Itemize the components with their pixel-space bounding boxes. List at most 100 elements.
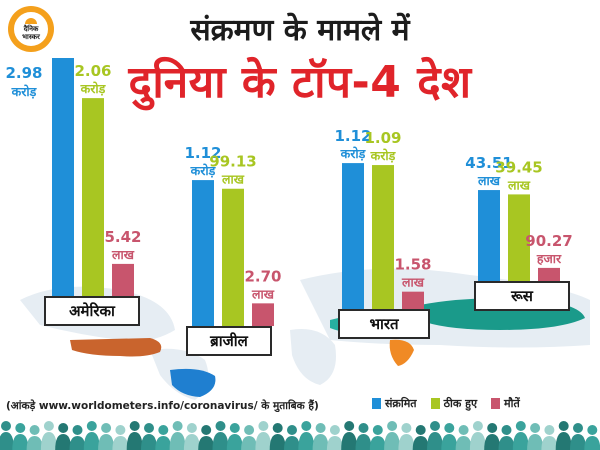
legend-swatch-infected [372,398,381,409]
crowd-person-body [512,432,529,450]
crowd-person-head [43,421,54,431]
crowd-person-body [126,432,143,450]
unit-label-russia-infected: लाख [477,173,501,188]
unit-label-russia-deaths: हजार [536,251,562,266]
crowd-person-head [458,425,469,435]
crowd-person-head [172,421,183,431]
crowd-person-head [587,425,598,435]
crowd-person-head [272,423,283,433]
crowd-person-head [1,421,11,431]
crowd-person-head [401,423,412,433]
crowd-person-head [329,425,340,435]
value-label-brazil-deaths: 2.70 [244,267,281,285]
crowd-person-body [141,434,157,450]
usa-shape [70,338,162,357]
crowd-person-head [301,421,312,431]
value-label-russia-infected: 43.51 [465,154,512,172]
landmass-africa [290,329,336,385]
india-shape [389,339,414,366]
crowd-person-body [326,436,343,450]
value-label-india-recovered: 1.09 [364,129,401,147]
crowd-person-body [541,436,558,450]
crowd-person-body [412,436,429,450]
crowd-person-head [101,423,112,433]
crowd-person-head [72,425,83,435]
legend-swatch-recovered [430,398,440,409]
crowd-person-body [12,434,29,450]
crowd-person-body [498,436,515,450]
crowd-person-head [115,425,126,435]
crowd-person-head [515,421,526,431]
crowd-person-body [255,432,272,450]
source-note: (आंकड़े www.worldometers.info/coronaviru… [6,400,319,412]
crowd-person-body [183,434,200,450]
value-label-india-infected: 1.12 [334,127,371,145]
crowd-person-head [244,425,255,435]
crowd-person-head [487,423,498,433]
crowd-person-body [55,434,72,450]
unit-label-brazil-infected: करोड़ [190,163,217,178]
legend-item-recovered: ठीक हुए [430,396,477,411]
crowd-person-head [344,421,355,431]
crowd-person-body [198,436,215,450]
bar-india-recovered [372,165,394,309]
crowd-person-head [258,421,269,431]
value-label-brazil-infected: 1.12 [184,144,221,162]
crowd-person-head [315,423,326,433]
value-label-brazil-recovered: 99.13 [209,153,256,171]
unit-label-brazil-recovered: लाख [221,172,245,187]
unit-label-india-infected: करोड़ [340,146,367,161]
bar-india-infected [342,163,364,309]
crowd-person-body [169,432,186,450]
crowd-person-body [484,434,501,450]
crowd-person-body [155,436,172,450]
crowd-person-body [441,434,458,450]
crowd-person-body [212,432,229,450]
crowd-person-body [269,434,286,450]
crowd-person-head [201,425,212,435]
crowd-person-body [570,434,586,450]
crowd-person-body [83,432,100,450]
crowd-person-head [544,425,555,435]
legend-label-infected: संक्रमित [385,397,417,410]
sun-icon [25,17,37,24]
crowd-person-head [58,423,69,433]
bar-brazil-recovered [222,188,244,326]
country-label-india: भारत [338,309,430,339]
crowd-person-head [15,423,26,433]
crowd-person-body [384,432,401,450]
bar-usa-recovered [82,98,104,297]
crowd-person-body [284,436,300,450]
crowd-person-body [527,434,544,450]
bar-usa-deaths [112,263,134,296]
crowd-person-body [455,436,472,450]
crowd-person-body [398,434,415,450]
crowd-person-body [312,434,329,450]
bar-usa-infected [52,58,74,296]
crowd-person-head [158,425,169,435]
bar-brazil-infected [192,180,214,326]
bar-russia-recovered [508,194,530,281]
country-label-usa: अमेरिका [44,296,140,326]
unit-label-usa-recovered: करोड़ [80,81,107,96]
crowd-person-body [241,436,258,450]
crowd-person-body [369,436,386,450]
crowd-person-body [0,432,14,450]
bar-brazil-deaths [252,303,274,326]
crowd-person-head [430,421,440,431]
crowd-person-body [427,432,443,450]
crowd-person-head [530,423,541,433]
crowd-person-head [558,421,569,431]
crowd-person-head [501,425,512,435]
crowd-person-body [469,432,486,450]
logo-line2: भास्कर [22,32,40,41]
country-label-russia: रूस [474,281,570,311]
bar-russia-infected [478,190,500,281]
bar-india-deaths [402,291,424,309]
crowd-person-head [387,421,398,431]
logo-line1: दैनिक [23,24,39,33]
legend-swatch-deaths [491,398,501,409]
value-label-india-deaths: 1.58 [394,256,431,274]
unit-label-usa-deaths: लाख [111,247,135,262]
